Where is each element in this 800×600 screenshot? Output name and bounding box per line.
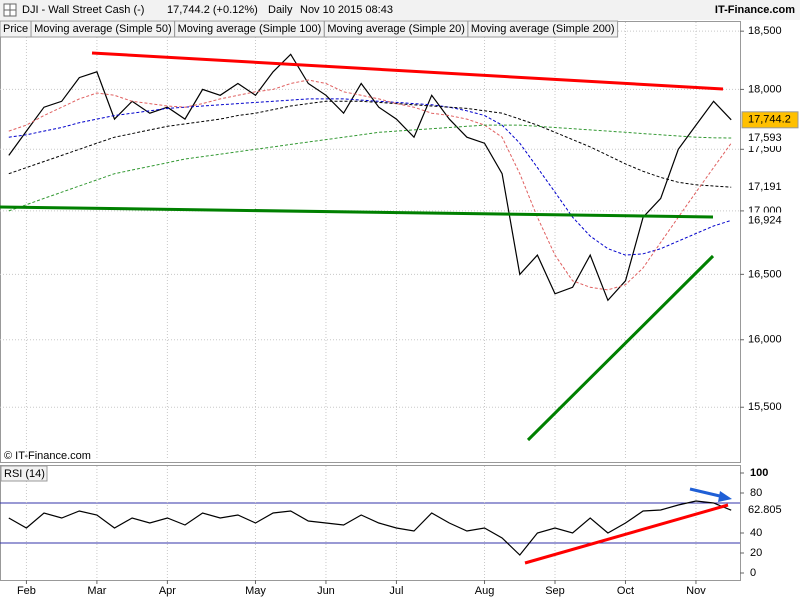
x-tick-label: Apr	[159, 585, 176, 597]
last-value-box	[742, 212, 798, 229]
rsi-title-box	[0, 465, 48, 482]
last-value-label: 17,191	[748, 181, 782, 193]
last-value-box	[742, 130, 798, 147]
price-panel	[0, 21, 741, 463]
y2-tick-label: 100	[750, 467, 768, 479]
legend-entry: Moving average (Simple 100)	[178, 23, 322, 35]
last-value-box	[742, 179, 798, 196]
rsi-title: RSI (14)	[4, 468, 45, 480]
x-tick-label: Jun	[317, 585, 335, 597]
y-tick-label: 18,500	[748, 25, 782, 37]
period: Daily	[268, 4, 293, 16]
series-line	[8, 100, 732, 188]
last-value-box	[742, 502, 798, 519]
legend: Price Moving average (Simple 50) Moving av…	[0, 20, 619, 38]
legend-entry: Moving average (Simple 200)	[471, 23, 615, 35]
last-value-box	[741, 111, 799, 129]
quote: 17,744.2 (+0.12%)	[167, 4, 258, 16]
legend-entry: Moving average (Simple 20)	[327, 23, 465, 35]
legend-entry: Moving average (Simple 50)	[34, 23, 172, 35]
x-tick-label: Mar	[87, 585, 106, 597]
x-tick-label: Feb	[17, 585, 36, 597]
y-tick-label: 16,500	[748, 268, 782, 280]
rsi-divergence-arrow	[689, 487, 725, 499]
header-bar	[0, 0, 800, 20]
y-tick-label: 17,500	[748, 143, 782, 155]
last-value-label: 16,924	[748, 214, 782, 226]
x-tick-label: Jul	[389, 585, 403, 597]
series-line	[8, 79, 732, 291]
y2-tick-label: 40	[750, 527, 762, 539]
rsi-trend-line	[524, 503, 729, 565]
rsi-line	[8, 500, 732, 556]
last-value-label: 17,744.2	[748, 114, 791, 126]
last-value-label: 17,593	[748, 132, 782, 144]
uptrend-line	[526, 254, 715, 442]
brand: IT-Finance.com	[715, 4, 795, 16]
resistance-line	[91, 51, 724, 91]
timestamp: Nov 10 2015 08:43	[300, 4, 393, 16]
last-value-label: 62.805	[748, 504, 782, 516]
y2-tick-label: 0	[750, 567, 756, 579]
copyright: © IT-Finance.com	[4, 450, 91, 462]
x-tick-label: Nov	[686, 585, 706, 597]
y2-tick-label: 20	[750, 547, 762, 559]
y-tick-label: 18,000	[748, 83, 782, 95]
x-tick-label: May	[245, 585, 266, 597]
y-tick-label: 16,000	[748, 334, 782, 346]
support-line	[0, 205, 714, 219]
series-line	[8, 98, 732, 256]
x-tick-label: Oct	[617, 585, 634, 597]
y-tick-label: 15,500	[748, 401, 782, 413]
legend-entry: Price	[3, 23, 28, 35]
rsi-panel	[0, 465, 741, 581]
series-line	[8, 124, 732, 212]
symbol: DJI - Wall Street Cash (-)	[22, 4, 144, 16]
y2-tick-label: 80	[750, 487, 762, 499]
x-tick-label: Sep	[545, 585, 565, 597]
x-tick-label: Aug	[475, 585, 495, 597]
series-line	[8, 53, 732, 302]
rsi-arrow-head	[718, 491, 732, 502]
legend-box	[467, 20, 619, 38]
